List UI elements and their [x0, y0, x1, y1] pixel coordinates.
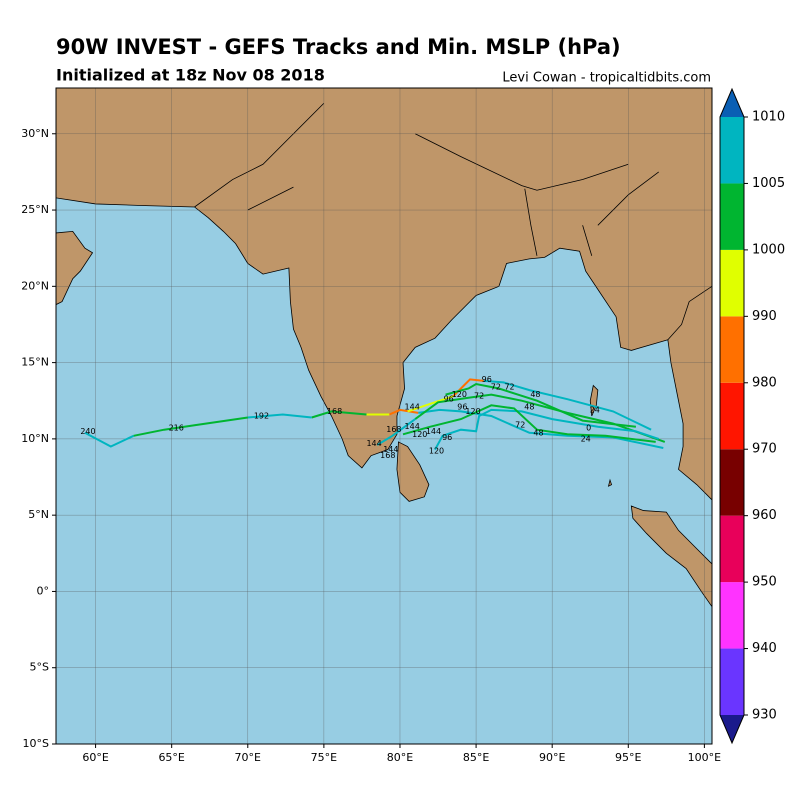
nicobar-islands	[609, 480, 612, 486]
hour-label: 144	[383, 445, 398, 454]
x-tick-label: 100°E	[688, 751, 721, 764]
hour-label: 72	[504, 383, 514, 392]
title: 90W INVEST - GEFS Tracks and Min. MSLP (…	[56, 35, 621, 59]
y-tick-label: 10°S	[23, 737, 49, 750]
hour-label: 120	[412, 430, 427, 439]
track	[434, 408, 660, 451]
borders	[195, 103, 712, 339]
x-tick-label: 90°E	[539, 751, 565, 764]
andaman-islands	[590, 385, 598, 416]
y-tick-label: 25°N	[21, 203, 49, 216]
colorbar-label: 990	[752, 309, 777, 324]
track	[418, 408, 664, 449]
hour-label: 168	[386, 425, 401, 434]
colorbar-label: 930	[752, 708, 777, 723]
colorbar-label: 980	[752, 375, 777, 390]
y-tick-label: 20°N	[21, 279, 49, 292]
hour-label: 72	[491, 383, 501, 392]
hour-label: 48	[530, 390, 540, 399]
land	[56, 88, 712, 607]
hour-label: 72	[474, 392, 484, 401]
hour-label: 72	[515, 421, 525, 430]
hour-label: 168	[327, 407, 342, 416]
hour-label: 96	[457, 402, 467, 411]
hour-label: 24	[590, 405, 600, 414]
colorbar-label: 1000	[752, 242, 785, 257]
x-tick-label: 65°E	[158, 751, 184, 764]
hour-label: 120	[452, 390, 467, 399]
y-tick-label: 5°N	[28, 508, 49, 521]
grid	[56, 88, 712, 744]
track	[376, 418, 416, 446]
hour-label: 192	[254, 412, 269, 421]
y-tick-label: 5°S	[30, 661, 49, 674]
x-tick-label: 60°E	[82, 751, 108, 764]
colorbar-segment	[720, 582, 744, 649]
hour-label: 120	[429, 447, 444, 456]
sumatra	[631, 506, 712, 607]
hour-label: 120	[465, 407, 480, 416]
axes: 60°E 65°E 70°E 75°E 80°E 85°E 90°E 95°E 100°E 30°…	[21, 127, 721, 764]
tracks	[84, 378, 666, 451]
hour-label: 24	[581, 434, 591, 443]
y-tick-label: 10°N	[21, 432, 49, 445]
colorbar-label: 940	[752, 641, 777, 656]
track	[407, 395, 454, 413]
colorbar-label: 970	[752, 442, 777, 457]
hour-label: 48	[533, 428, 543, 437]
hour-label: 96	[482, 375, 492, 384]
colorbar-segment	[720, 515, 744, 583]
hour-label: 0	[586, 424, 591, 433]
colorbar-segment	[720, 648, 744, 715]
hour-label: 144	[405, 422, 420, 431]
track	[414, 393, 666, 443]
hour-label: 96	[442, 433, 452, 442]
hour-label: 48	[524, 402, 534, 411]
colorbar-over	[720, 89, 744, 117]
colorbar-label: 950	[752, 575, 777, 590]
colorbar-segment	[720, 249, 744, 317]
colorbar-under	[720, 715, 744, 743]
colorbar-segment	[720, 117, 744, 184]
hour-label: 240	[80, 427, 95, 436]
track	[84, 431, 135, 448]
x-tick-label: 70°E	[235, 751, 261, 764]
x-tick-label: 95°E	[615, 751, 641, 764]
track	[402, 404, 656, 443]
credit: Levi Cowan - tropicaltidbits.com	[502, 71, 711, 86]
map-frame	[55, 87, 713, 745]
hour-label: 144	[366, 439, 381, 448]
y-tick-label: 0°	[37, 584, 50, 597]
hour-label: 168	[380, 451, 395, 460]
colorbar-segment	[720, 449, 744, 516]
colorbar-segment	[720, 183, 744, 250]
track	[483, 379, 652, 431]
colorbar-segment	[720, 382, 744, 450]
hour-label: 144	[405, 402, 420, 411]
colorbar: 930 940 950 960 970 980 990 1000 1005 1010	[719, 87, 785, 745]
y-tick-label: 30°N	[21, 127, 49, 140]
asia-land	[56, 88, 712, 500]
track	[247, 413, 312, 419]
y-tick-label: 15°N	[21, 356, 49, 369]
colorbar-label: 960	[752, 508, 777, 523]
subtitle: Initialized at 18z Nov 08 2018	[56, 66, 325, 85]
track	[311, 410, 367, 419]
x-tick-label: 75°E	[311, 751, 337, 764]
hour-label: 96	[444, 395, 454, 404]
x-tick-label: 80°E	[387, 751, 413, 764]
hour-label: 216	[169, 424, 184, 433]
colorbar-label: 1010	[752, 110, 785, 125]
track	[133, 416, 248, 437]
hour-label: 144	[426, 427, 441, 436]
track	[388, 408, 419, 416]
track	[445, 382, 637, 428]
colorbar-label: 1005	[752, 176, 785, 191]
sri-lanka	[397, 442, 429, 501]
x-tick-label: 85°E	[463, 751, 489, 764]
colorbar-segment	[720, 316, 744, 383]
